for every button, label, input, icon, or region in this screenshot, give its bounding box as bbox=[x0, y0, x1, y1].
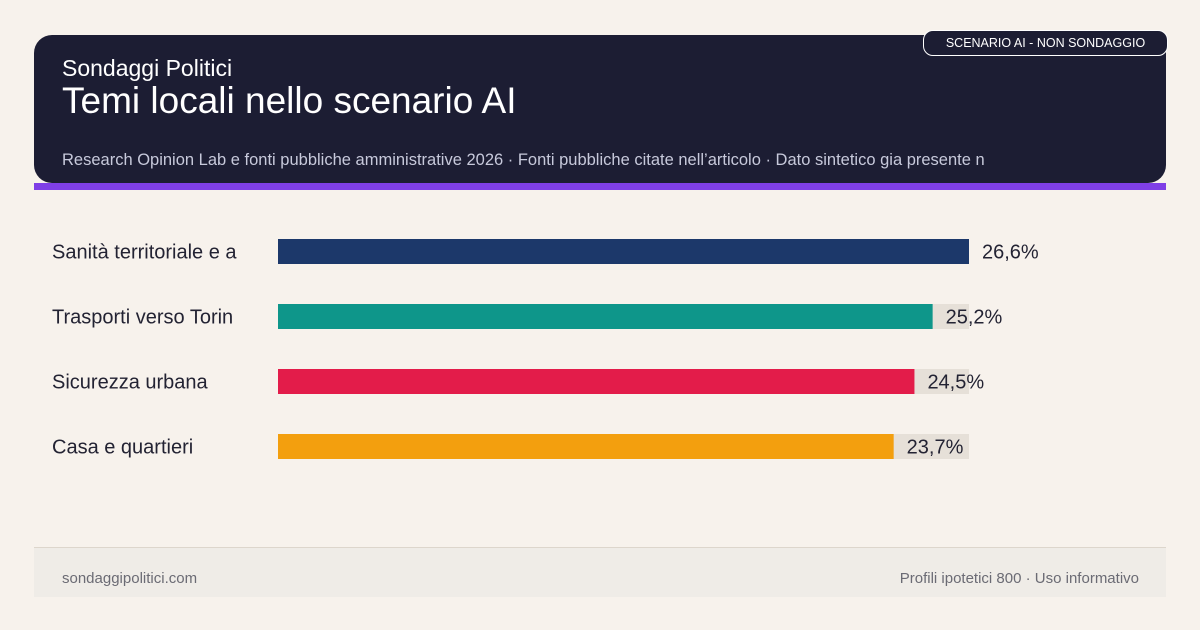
value-label: 23,7% bbox=[907, 437, 964, 459]
brand-name: Sondaggi Politici bbox=[62, 55, 233, 81]
bar bbox=[278, 434, 894, 459]
category-label: Trasporti verso Torin bbox=[52, 307, 233, 329]
header-accent-bar bbox=[34, 183, 1166, 190]
scenario-badge: SCENARIO AI - NON SONDAGGIO bbox=[923, 30, 1168, 56]
category-label: Sanità territoriale e a bbox=[52, 242, 237, 264]
category-label: Casa e quartieri bbox=[52, 437, 193, 459]
header-card: Sondaggi Politici Temi locali nello scen… bbox=[34, 35, 1166, 183]
footer-bar: sondaggipolitici.com Profili ipotetici 8… bbox=[34, 547, 1166, 597]
footer-site: sondaggipolitici.com bbox=[62, 570, 198, 587]
value-label: 24,5% bbox=[927, 372, 984, 394]
bar bbox=[278, 304, 933, 329]
footer-note: Profili ipotetici 800 · Uso informativo bbox=[899, 570, 1139, 587]
page-title: Temi locali nello scenario AI bbox=[62, 80, 517, 121]
value-label: 26,6% bbox=[982, 242, 1039, 264]
bar bbox=[278, 369, 915, 394]
value-label: 25,2% bbox=[946, 307, 1003, 329]
bar bbox=[278, 239, 969, 264]
sources-line: Research Opinion Lab e fonti pubbliche a… bbox=[62, 151, 985, 169]
category-label: Sicurezza urbana bbox=[52, 372, 209, 394]
